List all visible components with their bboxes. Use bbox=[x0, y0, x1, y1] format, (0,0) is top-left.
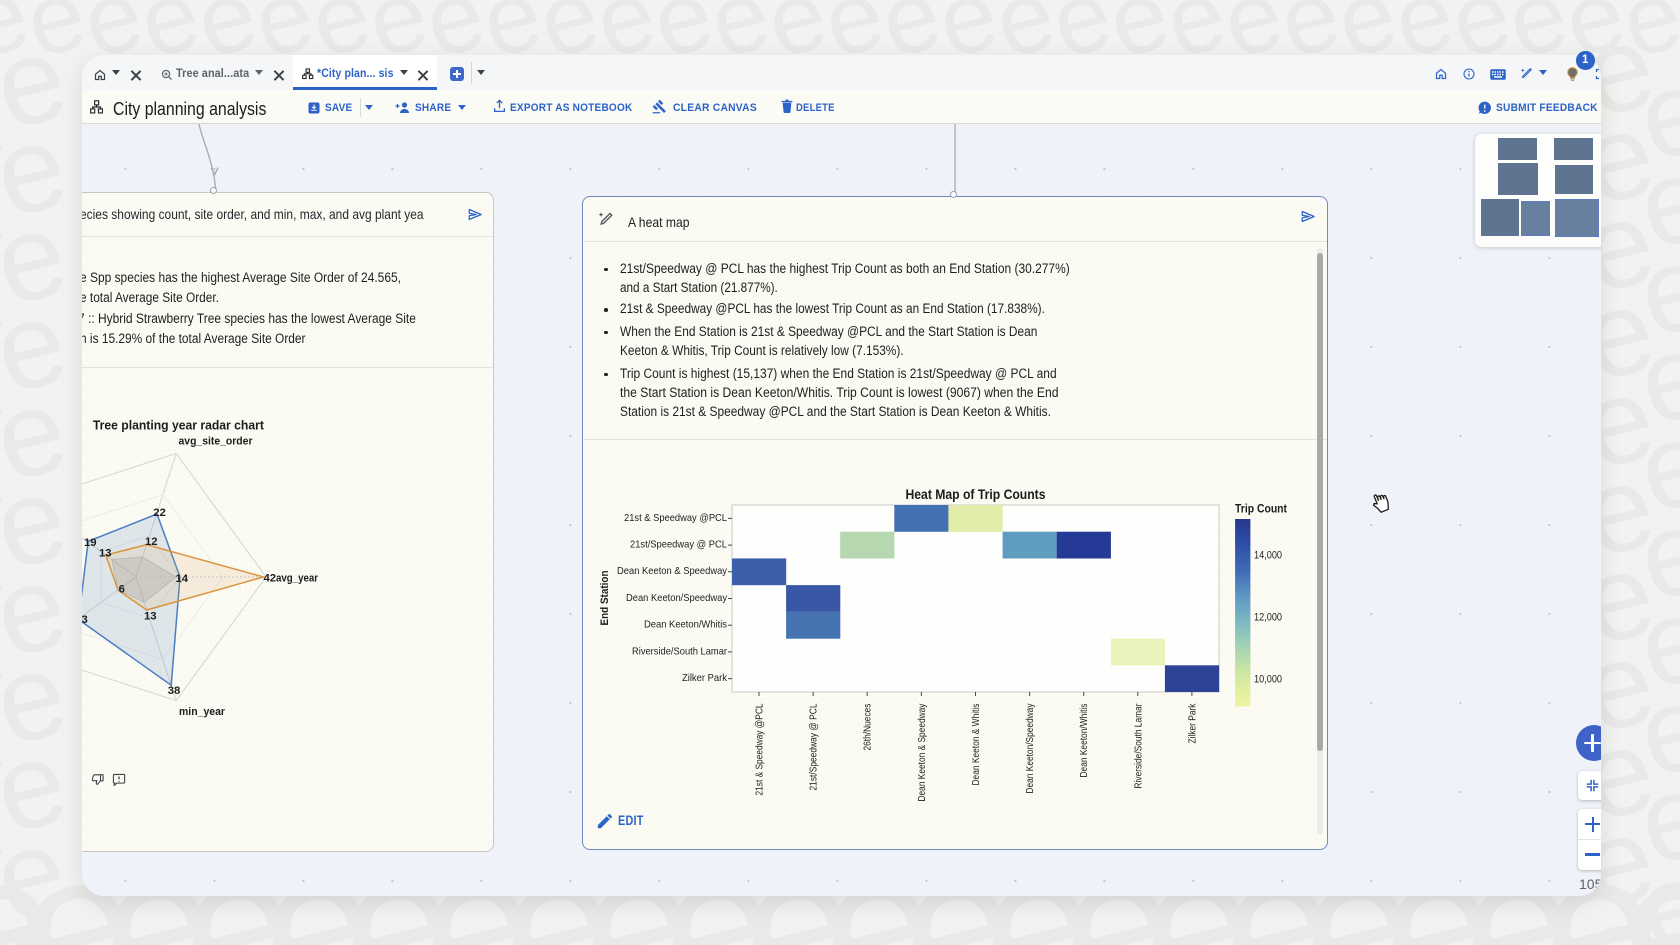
svg-text:avg_site_order: avg_site_order bbox=[179, 436, 254, 448]
svg-text:12,000: 12,000 bbox=[1254, 612, 1282, 624]
svg-text:Zilker Park: Zilker Park bbox=[682, 673, 728, 684]
svg-text:Dean Keeton/Whitis: Dean Keeton/Whitis bbox=[1079, 704, 1090, 778]
svg-text:13: 13 bbox=[99, 548, 112, 560]
svg-text:21st & Speedway @PCL: 21st & Speedway @PCL bbox=[624, 513, 727, 524]
svg-text:26th/Nueces: 26th/Nueces bbox=[863, 704, 874, 751]
svg-text:10,000: 10,000 bbox=[1254, 674, 1282, 686]
svg-text:12: 12 bbox=[145, 536, 158, 548]
svg-text:Dean Keeton/Speedway: Dean Keeton/Speedway bbox=[626, 593, 728, 604]
svg-text:22: 22 bbox=[153, 507, 166, 519]
svg-text:38: 38 bbox=[168, 685, 181, 697]
svg-text:Dean Keeton & Speedway: Dean Keeton & Speedway bbox=[917, 704, 928, 802]
svg-text:14,000: 14,000 bbox=[1254, 550, 1282, 562]
svg-text:Dean Keeton & Whitis: Dean Keeton & Whitis bbox=[971, 704, 982, 786]
svg-text:19: 19 bbox=[84, 537, 97, 549]
svg-text:6: 6 bbox=[119, 584, 125, 596]
svg-text:Heat Map of Trip Counts: Heat Map of Trip Counts bbox=[906, 487, 1046, 503]
svg-text:3: 3 bbox=[82, 614, 88, 626]
svg-text:21st/Speedway @ PCL: 21st/Speedway @ PCL bbox=[809, 703, 820, 790]
svg-text:13: 13 bbox=[144, 611, 157, 623]
svg-text:42: 42 bbox=[264, 573, 277, 585]
svg-text:Dean Keeton/Speedway: Dean Keeton/Speedway bbox=[1025, 704, 1036, 794]
svg-text:Trip Count: Trip Count bbox=[1235, 503, 1287, 516]
svg-text:avg_year: avg_year bbox=[276, 573, 319, 585]
svg-text:Zilker Park: Zilker Park bbox=[1187, 703, 1198, 744]
svg-text:Riverside/South Lamar: Riverside/South Lamar bbox=[632, 646, 728, 657]
svg-text:21st & Speedway @PCL: 21st & Speedway @PCL bbox=[755, 703, 766, 795]
svg-text:Dean Keeton/Whitis: Dean Keeton/Whitis bbox=[644, 620, 727, 631]
svg-text:Tree planting year radar chart: Tree planting year radar chart bbox=[93, 418, 265, 433]
svg-text:21st/Speedway @ PCL: 21st/Speedway @ PCL bbox=[630, 540, 727, 551]
svg-text:14: 14 bbox=[176, 573, 189, 585]
svg-text:Riverside/South Lamar: Riverside/South Lamar bbox=[1133, 703, 1144, 789]
svg-text:Dean Keeton & Speedway: Dean Keeton & Speedway bbox=[617, 566, 728, 577]
svg-text:min_year: min_year bbox=[179, 706, 226, 718]
svg-text:End Station: End Station bbox=[599, 570, 611, 625]
